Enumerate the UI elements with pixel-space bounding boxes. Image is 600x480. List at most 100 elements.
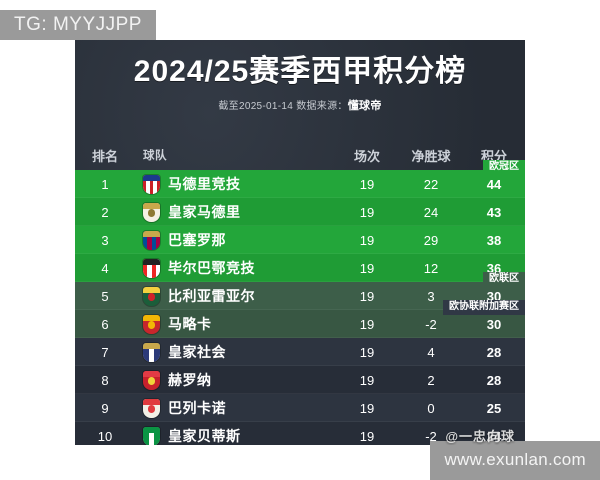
cell-matches: 19 <box>359 260 375 276</box>
cell-points: 30 <box>486 288 502 304</box>
table-header-row: 排名 球队 场次 净胜球 积分 <box>75 140 525 170</box>
cell-matches: 19 <box>359 372 375 388</box>
cell-matches: 19 <box>359 176 375 192</box>
cell-rank: 8 <box>101 372 109 388</box>
cell-rank: 10 <box>97 428 113 444</box>
cell-points: 24 <box>486 428 502 444</box>
team-name: 毕尔巴鄂竞技 <box>168 260 255 276</box>
cell-points: 43 <box>486 204 502 220</box>
page-title: 2024/25赛季西甲积分榜 <box>133 55 467 88</box>
team-name: 赫罗纳 <box>168 372 212 388</box>
cell-rank: 5 <box>101 288 109 304</box>
cell-matches: 19 <box>359 344 375 360</box>
column-header-points: 积分 <box>480 148 507 164</box>
cell-team[interactable]: 皇家马德里 <box>135 202 335 222</box>
standings-card: 2024/25赛季西甲积分榜 截至2025-01-14 数据来源：懂球帝 排名 … <box>75 40 525 445</box>
cell-points: 25 <box>486 400 502 416</box>
team-name: 皇家贝蒂斯 <box>168 428 241 444</box>
table-row[interactable]: 9 巴列卡诺 19 0 25 <box>75 394 525 422</box>
cell-matches: 19 <box>359 288 375 304</box>
cell-rank: 1 <box>101 176 109 192</box>
subtitle-source: 懂球帝 <box>347 99 382 112</box>
girona-crest <box>143 370 160 390</box>
cell-team[interactable]: 赫罗纳 <box>135 370 335 390</box>
table-row[interactable]: 7 皇家社会 19 4 28 <box>75 338 525 366</box>
cell-matches: 19 <box>359 428 375 444</box>
villarreal-crest <box>143 286 160 306</box>
cell-matches: 19 <box>359 316 375 332</box>
cell-points: 36 <box>486 260 502 276</box>
real-madrid-crest <box>143 202 160 222</box>
cell-goal-diff: -2 <box>425 316 437 332</box>
team-name: 比利亚雷亚尔 <box>168 288 255 304</box>
rayo-vallecano-crest <box>143 398 160 418</box>
table-body: 1 马德里竞技 19 22 44 2 皇家马德里 19 24 43 3 巴塞罗那 19 29 38 4 毕尔巴鄂… <box>75 170 525 445</box>
column-header-team-label: 球队 <box>143 150 167 162</box>
cell-team[interactable]: 巴塞罗那 <box>135 230 335 250</box>
cell-goal-diff: 2 <box>427 372 435 388</box>
cell-rank: 9 <box>101 400 109 416</box>
telegram-watermark: TG: MYYJJPP <box>0 10 156 40</box>
cell-team[interactable]: 皇家社会 <box>135 342 335 362</box>
zone-badge-uecl-playoff: 欧协联附加赛区 <box>443 300 525 315</box>
column-header-rank: 排名 <box>91 148 118 164</box>
cell-rank: 6 <box>101 316 109 332</box>
cell-points: 38 <box>486 232 502 248</box>
team-name: 马德里竞技 <box>168 176 241 192</box>
cell-rank: 2 <box>101 204 109 220</box>
team-name: 马略卡 <box>168 316 212 332</box>
table-row[interactable]: 6 马略卡 19 -2 30 <box>75 310 525 338</box>
cell-team[interactable]: 毕尔巴鄂竞技 <box>135 258 335 278</box>
cell-matches: 19 <box>359 232 375 248</box>
cell-points: 44 <box>486 176 502 192</box>
cell-team[interactable]: 马德里竞技 <box>135 174 335 194</box>
cell-team[interactable]: 皇家贝蒂斯 <box>135 426 335 445</box>
mallorca-crest <box>143 314 160 334</box>
cell-matches: 19 <box>359 400 375 416</box>
team-name: 皇家社会 <box>168 344 226 360</box>
team-name: 巴塞罗那 <box>168 232 226 248</box>
column-header-matches: 场次 <box>353 148 380 164</box>
cell-goal-diff: 12 <box>423 260 439 276</box>
cell-goal-diff: 0 <box>427 400 435 416</box>
barcelona-crest <box>143 230 160 250</box>
table-row[interactable]: 10 皇家贝蒂斯 19 -2 24 <box>75 422 525 445</box>
cell-matches: 19 <box>359 204 375 220</box>
cell-goal-diff: 22 <box>423 176 439 192</box>
cell-goal-diff: 24 <box>423 204 439 220</box>
cell-points: 28 <box>486 372 502 388</box>
real-sociedad-crest <box>143 342 160 362</box>
cell-goal-diff: 29 <box>423 232 439 248</box>
column-header-goal-diff: 净胜球 <box>411 148 451 164</box>
athletic-bilbao-crest <box>143 258 160 278</box>
table-row[interactable]: 4 毕尔巴鄂竞技 19 12 36 <box>75 254 525 282</box>
cell-team[interactable]: 比利亚雷亚尔 <box>135 286 335 306</box>
site-watermark: www.exunlan.com <box>430 441 600 480</box>
team-name: 巴列卡诺 <box>168 400 226 416</box>
table-row[interactable]: 3 巴塞罗那 19 29 38 <box>75 226 525 254</box>
overlay-watermark: @一忠向球 <box>445 429 515 444</box>
cell-team[interactable]: 马略卡 <box>135 314 335 334</box>
cell-points: 28 <box>486 344 502 360</box>
cell-rank: 3 <box>101 232 109 248</box>
atletico-madrid-crest <box>143 174 160 194</box>
cell-team[interactable]: 巴列卡诺 <box>135 398 335 418</box>
subtitle-date: 截至2025-01-14 数据来源： <box>218 100 348 112</box>
zone-badge-uel: 欧联区 <box>483 272 525 287</box>
team-name: 皇家马德里 <box>168 204 241 220</box>
table-row[interactable]: 2 皇家马德里 19 24 43 <box>75 198 525 226</box>
cell-goal-diff: 4 <box>427 344 435 360</box>
cell-goal-diff: 3 <box>427 288 435 304</box>
page-subtitle: 截至2025-01-14 数据来源：懂球帝 <box>75 97 525 113</box>
cell-rank: 4 <box>101 260 109 276</box>
column-header-team: 球队 <box>135 147 335 163</box>
cell-points: 30 <box>486 316 502 332</box>
zone-badge-ucl: 欧冠区 <box>483 160 525 175</box>
cell-rank: 7 <box>101 344 109 360</box>
table-row[interactable]: 8 赫罗纳 19 2 28 <box>75 366 525 394</box>
standings-table: 排名 球队 场次 净胜球 积分 1 马德里竞技 19 22 44 2 皇家马德里 19 24 43… <box>75 140 525 445</box>
table-row[interactable]: 1 马德里竞技 19 22 44 <box>75 170 525 198</box>
real-betis-crest <box>143 426 160 445</box>
cell-goal-diff: -2 <box>425 428 437 444</box>
